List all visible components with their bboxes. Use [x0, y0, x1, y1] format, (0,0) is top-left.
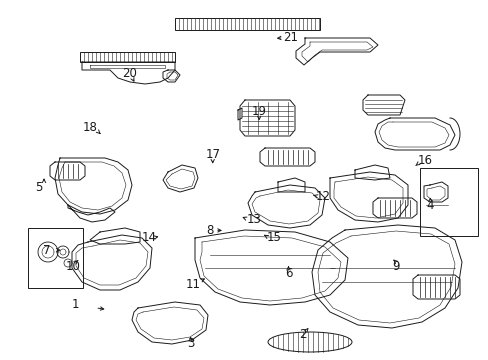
Polygon shape — [329, 172, 407, 222]
Text: 14: 14 — [142, 231, 156, 244]
Polygon shape — [82, 62, 175, 84]
Text: 18: 18 — [83, 121, 98, 134]
Text: 4: 4 — [426, 199, 433, 212]
Polygon shape — [412, 275, 459, 299]
Text: 13: 13 — [246, 213, 261, 226]
Text: 21: 21 — [283, 31, 298, 44]
Text: 1: 1 — [72, 298, 80, 311]
Text: 12: 12 — [315, 190, 329, 203]
Text: 11: 11 — [185, 278, 200, 291]
Text: 7: 7 — [42, 244, 50, 257]
Polygon shape — [372, 198, 416, 218]
Bar — [419, 168, 477, 236]
Polygon shape — [278, 178, 305, 192]
Polygon shape — [72, 235, 152, 290]
Text: 2: 2 — [299, 328, 306, 341]
Text: 19: 19 — [251, 105, 266, 118]
Text: 16: 16 — [417, 154, 432, 167]
Polygon shape — [50, 162, 85, 180]
Text: 5: 5 — [35, 181, 43, 194]
Polygon shape — [90, 228, 140, 244]
Text: 10: 10 — [66, 260, 81, 273]
Bar — [28, 228, 83, 288]
Polygon shape — [247, 185, 325, 228]
Polygon shape — [295, 38, 377, 65]
Text: 15: 15 — [266, 231, 281, 244]
Polygon shape — [374, 118, 454, 150]
Bar — [175, 18, 319, 30]
Polygon shape — [68, 205, 115, 222]
Text: 9: 9 — [391, 260, 399, 273]
Polygon shape — [260, 148, 314, 166]
Text: 3: 3 — [186, 337, 194, 350]
Polygon shape — [132, 302, 207, 344]
Polygon shape — [238, 108, 242, 120]
Bar — [80, 52, 175, 62]
Polygon shape — [311, 225, 461, 328]
Text: 8: 8 — [206, 224, 214, 237]
Polygon shape — [55, 158, 132, 214]
Text: 17: 17 — [205, 148, 220, 161]
Ellipse shape — [267, 332, 351, 352]
Text: 6: 6 — [284, 267, 292, 280]
Polygon shape — [354, 165, 389, 180]
Polygon shape — [195, 230, 347, 305]
Polygon shape — [240, 100, 294, 136]
Polygon shape — [362, 95, 404, 115]
Polygon shape — [163, 70, 180, 82]
Text: 20: 20 — [122, 67, 137, 80]
Polygon shape — [423, 182, 447, 202]
Polygon shape — [163, 165, 198, 192]
